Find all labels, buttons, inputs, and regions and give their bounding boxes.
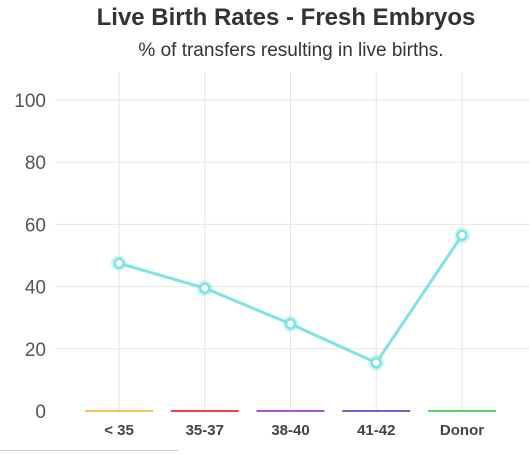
divider-line [0, 450, 178, 451]
x-tick-label: Donor [440, 422, 484, 439]
x-tick-label: 38-40 [271, 422, 309, 439]
y-tick-label: 40 [25, 278, 46, 299]
y-tick-label: 60 [25, 215, 46, 236]
data-point [284, 318, 297, 330]
data-point [456, 229, 468, 242]
y-tick-label: 100 [14, 91, 46, 112]
data-point [370, 357, 382, 369]
chart-subtitle: % of transfers resulting in live births. [138, 40, 444, 61]
x-tick-label: < 35 [104, 422, 134, 439]
data-point [113, 257, 125, 270]
y-tick-label: 20 [25, 340, 46, 361]
data-point [199, 282, 211, 294]
x-tick-label: 35-37 [186, 422, 224, 439]
x-tick-label: 41-42 [357, 422, 395, 439]
y-tick-label: 0 [35, 402, 46, 423]
y-tick-label: 80 [25, 153, 46, 174]
chart-title: Live Birth Rates - Fresh Embryos [96, 4, 476, 31]
